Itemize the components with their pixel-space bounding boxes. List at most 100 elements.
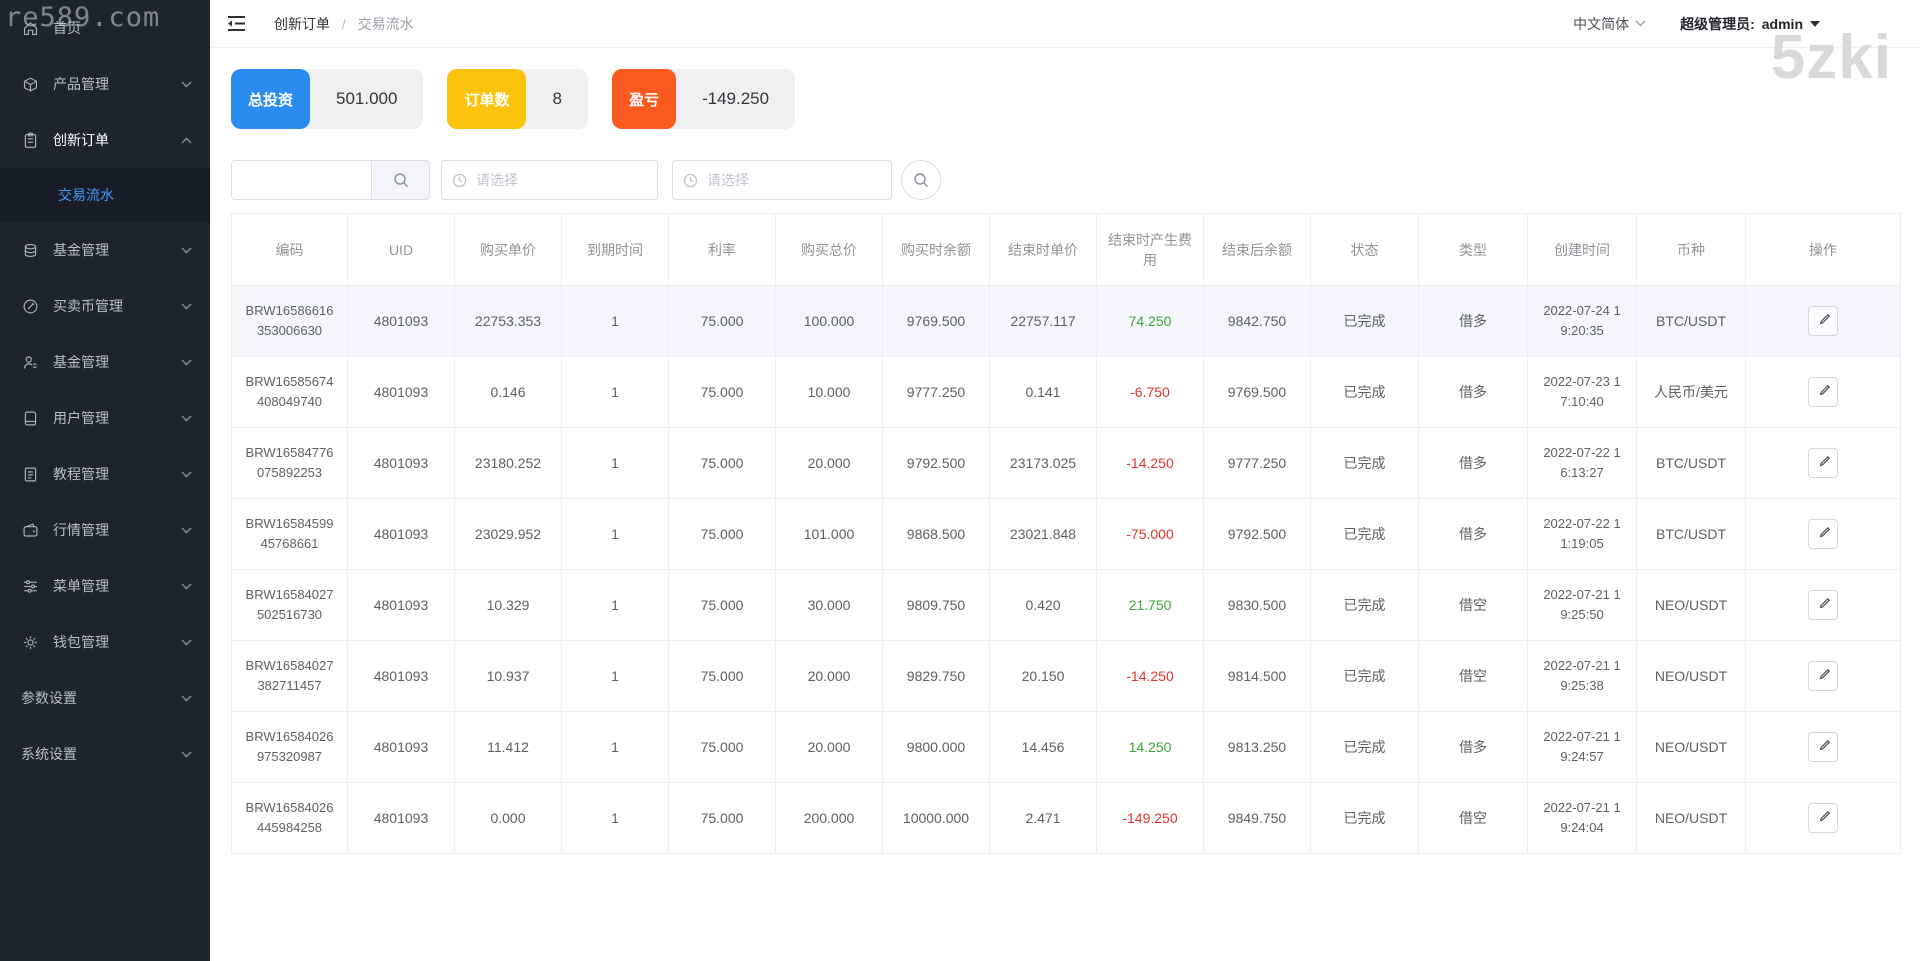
edit-button[interactable]: [1808, 803, 1838, 833]
sidebar-item[interactable]: 系统设置: [0, 726, 210, 782]
cell-uid: 4801093: [347, 285, 455, 357]
date-start-picker: [441, 160, 658, 200]
cell-status: 已完成: [1310, 285, 1419, 357]
cell-code: BRW16584776 075892253: [231, 427, 348, 499]
cell-balance-before: 9792.500: [882, 427, 990, 499]
sidebar-item[interactable]: 首页: [0, 0, 210, 56]
breadcrumb-parent[interactable]: 创新订单: [274, 15, 330, 32]
cell-end-price: 22757.117: [989, 285, 1097, 357]
table-row: BRW16584026 445984258 4801093 0.000 1 75.000 2…: [231, 782, 1901, 854]
table-row: BRW16584776 075892253 4801093 23180.252 1 75.…: [231, 427, 1901, 499]
cell-type: 借空: [1418, 782, 1528, 854]
edit-button[interactable]: [1808, 377, 1838, 407]
cell-end-price: 0.141: [989, 356, 1097, 428]
sidebar-item[interactable]: 菜单管理: [0, 558, 210, 614]
edit-button[interactable]: [1808, 732, 1838, 762]
sidebar-item[interactable]: 参数设置: [0, 670, 210, 726]
cell-code: BRW16585674 408049740: [231, 356, 348, 428]
breadcrumb-current: 交易流水: [357, 15, 414, 32]
date-start-input[interactable]: [442, 161, 657, 199]
cell-fee: 14.250: [1096, 711, 1204, 783]
cell-unit-price: 0.000: [454, 782, 562, 854]
edit-button[interactable]: [1808, 661, 1838, 691]
cell-balance-after: 9830.500: [1203, 569, 1311, 641]
cell-fee: -149.250: [1096, 782, 1204, 854]
edit-button[interactable]: [1808, 590, 1838, 620]
stat-cards: 总投资 501.000 订单数 8 盈亏 -149.250: [231, 69, 1920, 129]
cell-status: 已完成: [1310, 356, 1419, 428]
cell-code: BRW16584027 502516730: [231, 569, 348, 641]
cell-created-time: 2022-07-21 1 9:24:57: [1527, 711, 1637, 783]
cube-icon: [22, 76, 39, 93]
sidebar-item[interactable]: 买卖币管理: [0, 278, 210, 334]
keyword-input[interactable]: [232, 161, 371, 199]
sidebar-item[interactable]: 用户管理: [0, 390, 210, 446]
cell-total-price: 20.000: [775, 711, 883, 783]
cell-uid: 4801093: [347, 356, 455, 428]
cell-end-price: 0.420: [989, 569, 1097, 641]
sidebar-item[interactable]: 基金管理: [0, 222, 210, 278]
orders-table: 编码 UID 购买单价 到期时间 利率 购买总价 购买时余额 结束时单价 结束时产生费用 结束后余…: [231, 213, 1901, 854]
chevron-down-icon: [181, 639, 192, 646]
date-end-input[interactable]: [673, 161, 891, 199]
search-submit-button[interactable]: [901, 160, 941, 200]
sidebar-item-label: 基金管理: [53, 242, 109, 258]
sidebar-item[interactable]: 基金管理: [0, 334, 210, 390]
keyword-search-button[interactable]: [371, 161, 429, 199]
sidebar-item[interactable]: 创新订单: [0, 112, 210, 168]
cell-actions: [1745, 569, 1901, 641]
filter-bar: [231, 160, 1920, 200]
cell-rate: 75.000: [668, 285, 776, 357]
sidebar-item[interactable]: 行情管理: [0, 502, 210, 558]
sidebar-item[interactable]: 钱包管理: [0, 614, 210, 670]
chevron-down-icon: [1635, 20, 1646, 27]
cell-expire-time: 1: [561, 356, 669, 428]
cell-total-price: 30.000: [775, 569, 883, 641]
cell-total-price: 100.000: [775, 285, 883, 357]
user-menu[interactable]: 超级管理员: admin: [1680, 14, 1820, 34]
edit-button[interactable]: [1808, 306, 1838, 336]
sidebar-item[interactable]: 教程管理: [0, 446, 210, 502]
clock-icon: [452, 173, 467, 188]
cell-status: 已完成: [1310, 427, 1419, 499]
cell-pair: NEO/USDT: [1636, 640, 1746, 712]
cell-balance-after: 9769.500: [1203, 356, 1311, 428]
edit-circle-icon: [22, 298, 39, 315]
table-row: BRW16584027 382711457 4801093 10.937 1 75.000…: [231, 640, 1901, 712]
cell-unit-price: 22753.353: [454, 285, 562, 357]
topbar: 创新订单 / 交易流水 中文简体 超级管理员: admin: [210, 0, 1920, 48]
column-header: 结束后余额: [1203, 213, 1311, 286]
cell-uid: 4801093: [347, 498, 455, 570]
cell-actions: [1745, 356, 1901, 428]
cell-code: BRW16584026 975320987: [231, 711, 348, 783]
edit-button[interactable]: [1808, 519, 1838, 549]
sidebar-subitem[interactable]: 交易流水: [58, 187, 114, 203]
sidebar-item-label: 创新订单: [53, 132, 109, 148]
cell-balance-after: 9849.750: [1203, 782, 1311, 854]
cell-total-price: 10.000: [775, 356, 883, 428]
breadcrumb-separator: /: [341, 15, 346, 32]
sidebar-submenu: 交易流水: [0, 168, 210, 222]
table-row: BRW16584027 502516730 4801093 10.329 1 75.000…: [231, 569, 1901, 641]
chevron-down-icon: [181, 695, 192, 702]
orders-table-wrap: 编码 UID 购买单价 到期时间 利率 购买总价 购买时余额 结束时单价 结束时产生费用 结束后余…: [231, 213, 1920, 854]
cell-expire-time: 1: [561, 711, 669, 783]
home-icon: [22, 20, 39, 37]
edit-button[interactable]: [1808, 448, 1838, 478]
sidebar-item[interactable]: 产品管理: [0, 56, 210, 112]
sidebar-item-label: 菜单管理: [53, 578, 109, 594]
cell-unit-price: 10.937: [454, 640, 562, 712]
column-header: 创建时间: [1527, 213, 1637, 286]
column-header: 到期时间: [561, 213, 669, 286]
language-select[interactable]: 中文简体: [1573, 14, 1646, 34]
date-end-picker: [672, 160, 892, 200]
caret-down-icon: [1810, 20, 1820, 27]
cell-rate: 75.000: [668, 356, 776, 428]
cell-end-price: 14.456: [989, 711, 1097, 783]
language-label: 中文简体: [1573, 15, 1630, 32]
menu-fold-icon[interactable]: [227, 15, 246, 32]
cell-total-price: 200.000: [775, 782, 883, 854]
chevron-down-icon: [181, 527, 192, 534]
cell-rate: 75.000: [668, 640, 776, 712]
cell-pair: BTC/USDT: [1636, 498, 1746, 570]
